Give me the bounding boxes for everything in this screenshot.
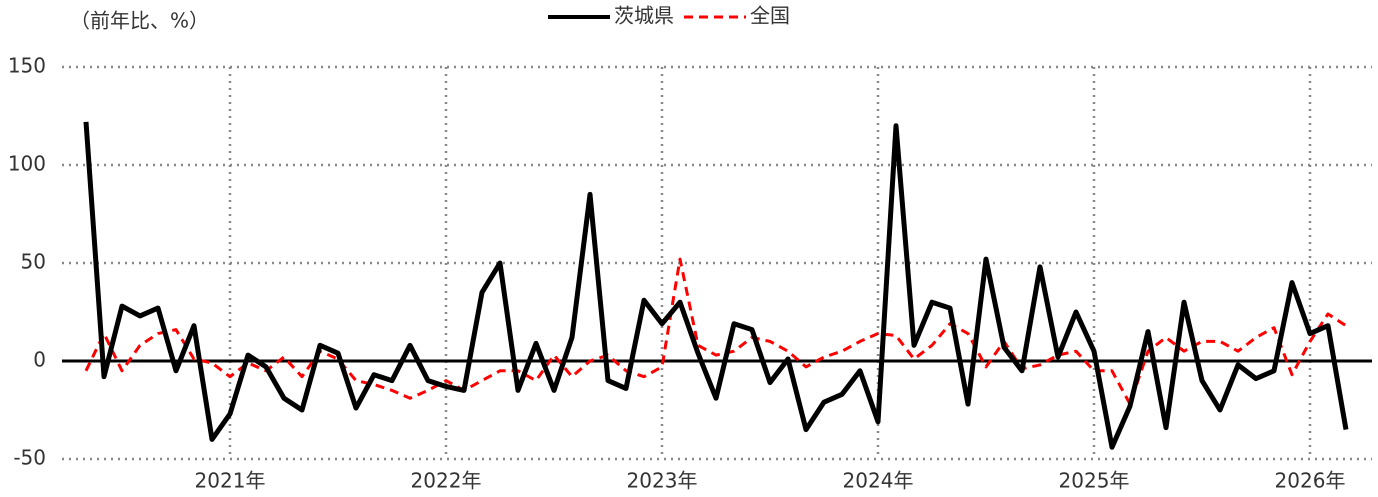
- x-tick-label: 2026年: [1275, 469, 1346, 493]
- y-tick-label: 50: [21, 250, 46, 274]
- x-tick-label: 2022年: [411, 469, 482, 493]
- y-axis-label: （前年比、%）: [70, 9, 209, 33]
- y-tick-label: 0: [33, 348, 46, 372]
- series-line: [83, 121, 1349, 450]
- x-tick-label: 2025年: [1059, 469, 1130, 493]
- y-tick-label: 150: [8, 54, 46, 78]
- legend-label: 全国: [750, 4, 790, 28]
- x-tick-label: 2023年: [627, 469, 698, 493]
- x-tick-label: 2021年: [195, 469, 266, 493]
- series-line: [84, 257, 1347, 406]
- y-tick-label: 100: [8, 152, 46, 176]
- legend-label: 茨城県: [614, 4, 674, 28]
- x-tick-label: 2024年: [843, 469, 914, 493]
- y-tick-label: -50: [13, 446, 46, 470]
